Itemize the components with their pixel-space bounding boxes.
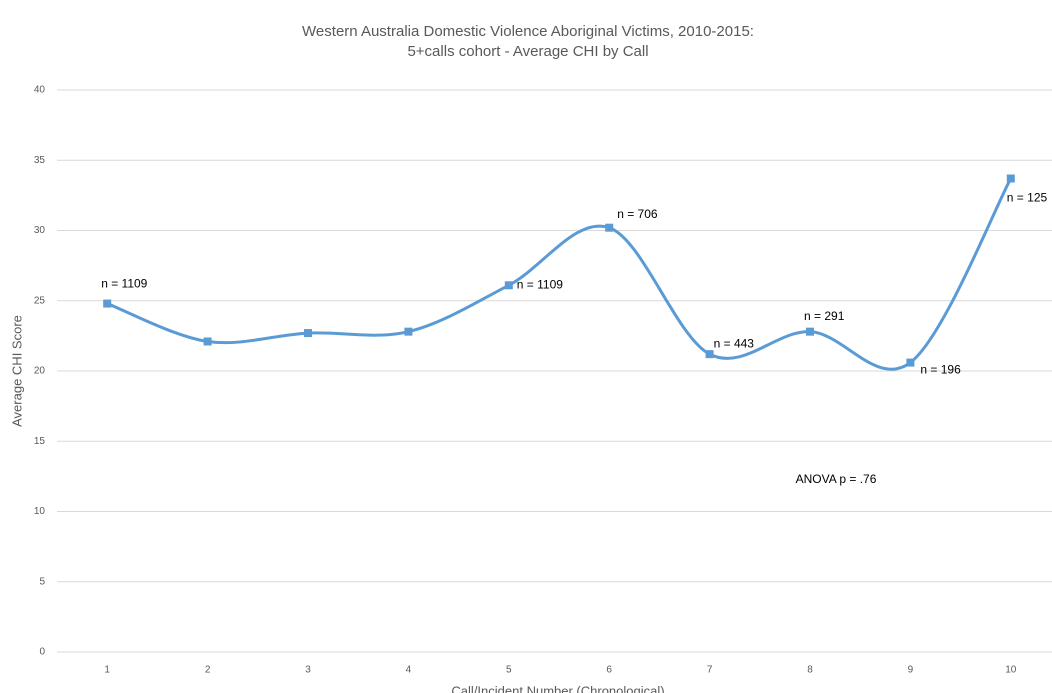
y-tick-label: 25 bbox=[34, 295, 46, 306]
point-marker bbox=[203, 337, 212, 346]
point-label: n = 443 bbox=[714, 336, 755, 350]
y-tick-label: 30 bbox=[34, 225, 46, 236]
y-axis-title: Average CHI Score bbox=[9, 315, 24, 427]
point-marker bbox=[103, 299, 112, 308]
x-tick-label: 8 bbox=[807, 665, 813, 676]
chart-subtitle: 5+calls cohort - Average CHI by Call bbox=[407, 43, 648, 60]
y-tick-label: 15 bbox=[34, 436, 46, 447]
x-tick-label: 2 bbox=[205, 665, 211, 676]
y-tick-label: 5 bbox=[39, 576, 45, 587]
point-marker bbox=[504, 281, 513, 290]
point-marker bbox=[304, 329, 312, 338]
x-tick-label: 4 bbox=[406, 665, 412, 676]
y-tick-label: 0 bbox=[39, 647, 45, 658]
y-tick-label: 40 bbox=[34, 85, 46, 96]
chart-title: Western Australia Domestic Violence Abor… bbox=[302, 23, 754, 40]
point-marker bbox=[1006, 174, 1015, 183]
x-tick-label: 5 bbox=[506, 665, 512, 676]
x-tick-label: 6 bbox=[606, 665, 612, 676]
point-marker bbox=[705, 350, 714, 359]
y-tick-label: 10 bbox=[34, 506, 46, 517]
y-tick-label: 20 bbox=[34, 366, 46, 377]
point-label: n = 1109 bbox=[101, 277, 147, 291]
point-label: n = 291 bbox=[804, 309, 845, 323]
anova-annotation: ANOVA p = .76 bbox=[796, 472, 877, 486]
point-label: n = 1109 bbox=[517, 277, 563, 291]
x-tick-label: 3 bbox=[305, 665, 311, 676]
point-marker bbox=[806, 327, 814, 336]
point-label: n = 196 bbox=[920, 363, 961, 377]
x-axis-title: Call/Incident Number (Chronological) bbox=[451, 683, 664, 693]
point-label: n = 125 bbox=[1007, 191, 1048, 205]
point-marker bbox=[605, 223, 614, 232]
point-marker bbox=[906, 358, 915, 367]
x-tick-label: 1 bbox=[104, 665, 110, 676]
series-line bbox=[106, 177, 1013, 371]
x-tick-label: 9 bbox=[908, 665, 914, 676]
x-tick-label: 10 bbox=[1005, 665, 1017, 676]
point-label: n = 706 bbox=[617, 207, 658, 221]
y-tick-label: 35 bbox=[34, 155, 46, 166]
x-tick-label: 7 bbox=[707, 665, 713, 676]
point-marker bbox=[404, 327, 413, 336]
